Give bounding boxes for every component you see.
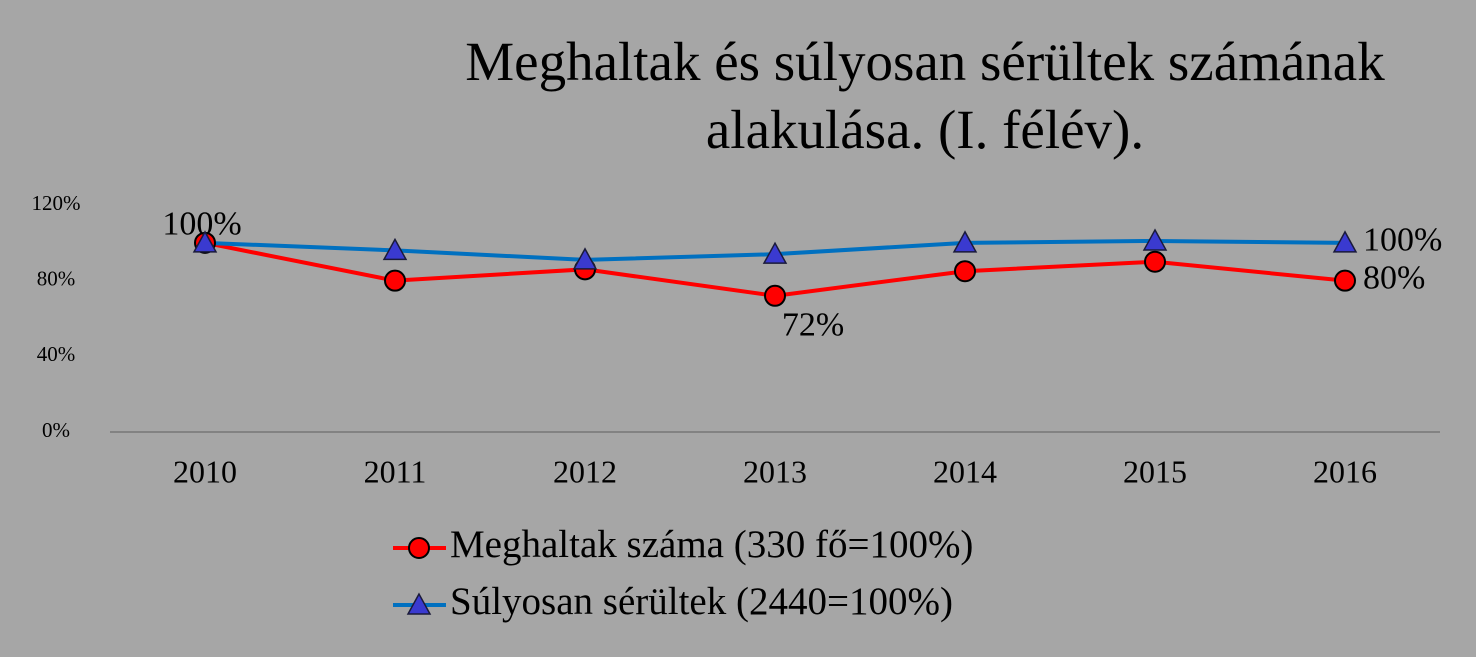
x-tick-label: 2010 [173,453,237,489]
data-label: 80% [1363,259,1425,296]
marker [952,230,978,253]
y-tick-label: 120% [32,191,81,215]
x-tick-label: 2012 [553,453,617,489]
legend-label: Súlyosan sérültek (2440=100%) [450,580,953,623]
marker [1144,250,1166,273]
x-tick-label: 2011 [364,453,427,489]
y-tick-label: 40% [37,342,76,366]
marker [762,241,788,264]
y-tick-label: 0% [42,418,70,442]
marker [384,269,406,292]
marker [406,592,432,615]
y-tick-label: 80% [37,266,76,290]
marker [1334,269,1356,292]
x-tick-label: 2014 [933,453,997,489]
x-tick-label: 2013 [743,453,807,489]
marker [764,284,786,307]
marker [408,537,430,559]
marker [1332,230,1358,253]
legend-label: Meghaltak száma (330 fő=100%) [450,523,973,566]
marker [192,230,218,253]
marker [954,260,976,283]
marker [1142,228,1168,251]
x-tick-label: 2015 [1123,453,1187,489]
data-label: 100% [1363,222,1442,259]
data-label: 72% [782,307,844,344]
marker [572,247,598,270]
chart-title: Meghaltak és súlyosan sérültek számának … [465,31,1385,160]
x-tick-label: 2016 [1313,453,1377,489]
marker [382,237,408,261]
